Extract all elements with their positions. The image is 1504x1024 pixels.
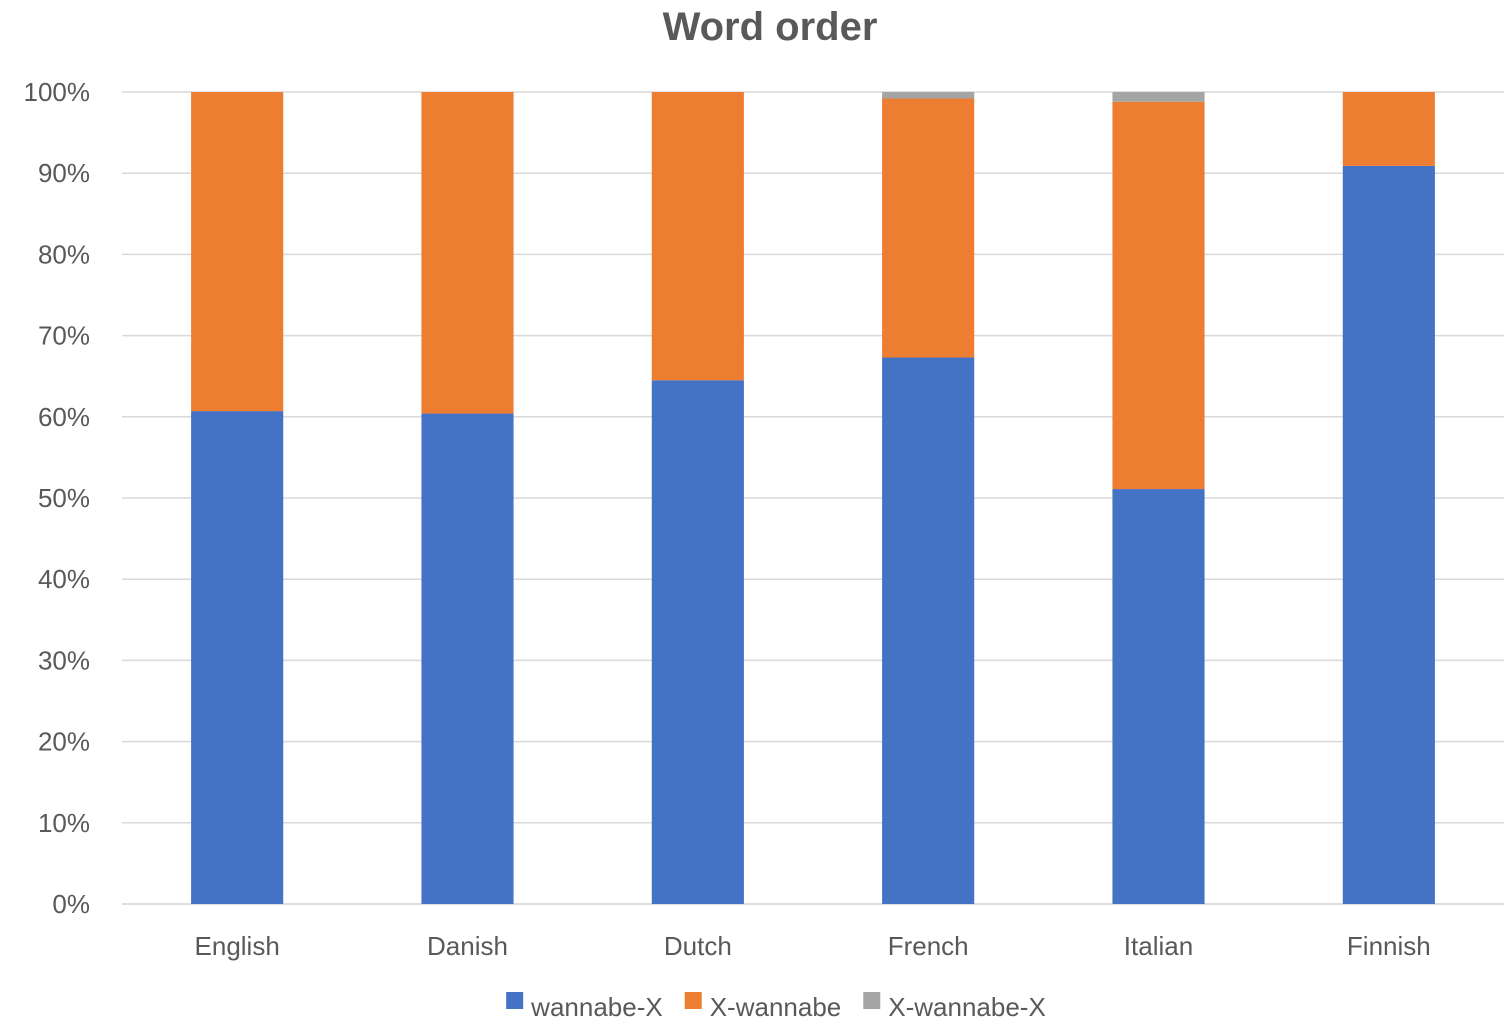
x-tick-label: Finnish (1347, 931, 1431, 961)
bar-segment (1342, 92, 1435, 166)
legend-swatch (863, 992, 881, 1009)
bar-segment (1342, 165, 1435, 905)
x-tick-label: Dutch (664, 931, 732, 961)
chart-title: Word order (663, 5, 878, 49)
legend-label: wannabe-X (530, 992, 663, 1022)
y-tick-label: 50% (38, 483, 90, 513)
bar-segment (421, 92, 514, 414)
y-tick-label: 100% (24, 77, 91, 107)
y-tick-label: 90% (38, 158, 90, 188)
bar-segment (1112, 92, 1205, 102)
gridlines (122, 91, 1504, 905)
y-tick-label: 20% (38, 727, 90, 757)
x-tick-label: English (195, 931, 280, 961)
y-tick-label: 70% (38, 321, 90, 351)
legend-item: X-wannabe (684, 992, 842, 1022)
bar-segment (191, 92, 284, 412)
legend-label: X-wannabe-X (888, 992, 1046, 1022)
y-tick-label: 80% (38, 239, 90, 269)
y-tick-label: 10% (38, 808, 90, 838)
x-tick-label: Danish (427, 931, 508, 961)
y-axis-ticks: 0% 10% 20% 30% 40% 50% 60% 70% 80% 90% 100% (24, 77, 91, 919)
bar-segment (421, 413, 514, 904)
bar-segment (651, 380, 744, 904)
bar-segment (1112, 489, 1205, 904)
legend-item: X-wannabe-X (863, 992, 1046, 1022)
bar-segment (882, 357, 975, 904)
x-tick-label: French (888, 931, 969, 961)
legend-swatch (506, 992, 524, 1009)
bars (191, 92, 1435, 905)
legend-item: wannabe-X (506, 992, 663, 1022)
y-tick-label: 30% (38, 645, 90, 675)
y-tick-label: 40% (38, 564, 90, 594)
x-axis-ticks: English Danish Dutch French Italian Finnish (195, 931, 1431, 961)
y-tick-label: 60% (38, 402, 90, 432)
bar-segment (191, 411, 284, 904)
bar-segment (882, 98, 975, 358)
bar-segment (651, 92, 744, 381)
legend: wannabe-X X-wannabe X-wannabe-X (506, 992, 1046, 1022)
bar-segment (1112, 101, 1205, 490)
legend-swatch (684, 992, 702, 1009)
y-tick-label: 0% (52, 889, 90, 919)
x-tick-label: Italian (1124, 931, 1193, 961)
bar-segment (882, 92, 975, 99)
legend-label: X-wannabe (710, 992, 842, 1022)
